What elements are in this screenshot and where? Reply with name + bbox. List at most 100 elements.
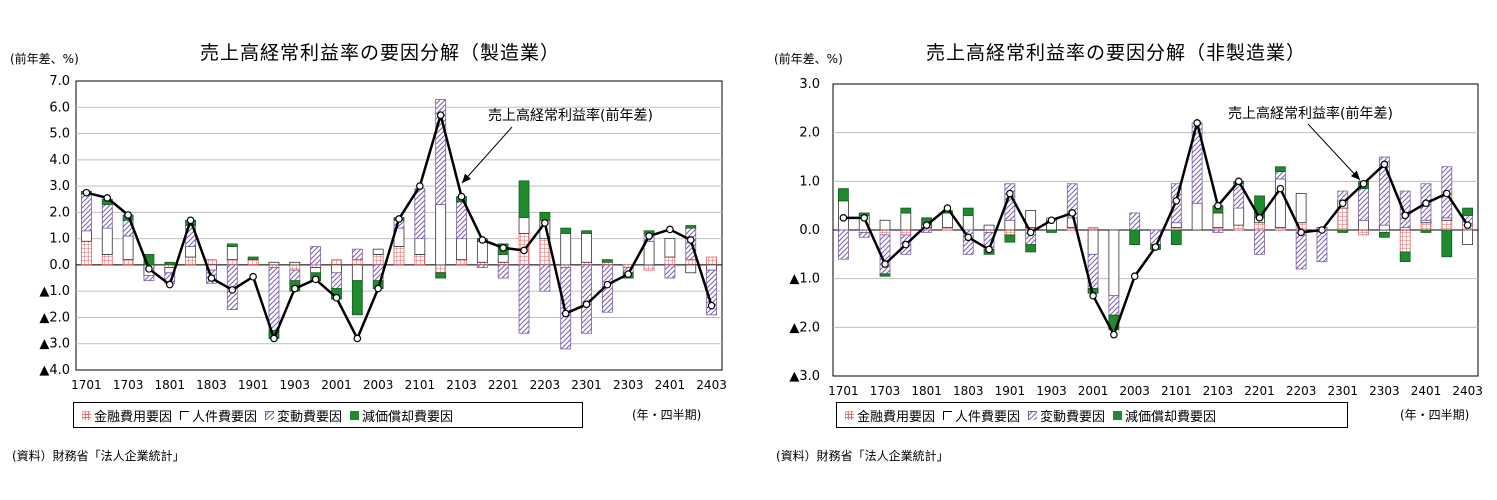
line-marker: [270, 334, 278, 343]
financial-cost-bar: [1233, 224, 1245, 231]
x-period-label: (年・四半期): [1400, 408, 1470, 422]
chart-legend: 金融費用要因 人件費要因 変動費要因 減価償却費要因: [73, 402, 583, 428]
financial-cost-bar: [1358, 229, 1369, 236]
y-tick-label: 0.0: [799, 223, 820, 238]
depreciation-bar: [1129, 229, 1141, 245]
x-tick-label: 2101: [405, 378, 436, 392]
line-marker: [457, 192, 466, 201]
y-tick-label: 4.0: [49, 153, 70, 168]
labor-cost-bar: [685, 264, 697, 274]
depreciation-bar: [560, 227, 572, 234]
financial-cost-bar: [247, 259, 259, 266]
variable-cost-bar: [1212, 229, 1224, 233]
line-marker: [1006, 189, 1014, 198]
variable-cost-bar: [858, 232, 870, 238]
x-tick-label: 2101: [1161, 384, 1192, 398]
line-marker: [1026, 228, 1035, 237]
labor-cost-bar: [497, 253, 509, 263]
variable-cost-bar: [962, 229, 974, 255]
labor-cost-bar: [1295, 193, 1307, 224]
variable-cost-bar: [1399, 190, 1411, 228]
chart-legend: 金融費用要因 人件費要因 変動費要因 減価償却費要因: [836, 402, 1348, 428]
line-marker: [1422, 199, 1430, 208]
labor-cost-bar: [101, 227, 113, 255]
line-marker: [103, 194, 112, 202]
line-annotation-label: 売上高経常利益率(前年差): [1228, 105, 1393, 122]
financial-cost-bar: [351, 259, 363, 266]
x-tick-label: 1801: [155, 378, 186, 392]
labor-cost-bar: [289, 261, 301, 266]
labor-cost-bar: [900, 212, 912, 231]
financial-cost-bar: [289, 264, 301, 271]
annotation-arrow: [461, 126, 513, 184]
labor-cost-bar: [664, 238, 676, 258]
financial-cost-bar: [414, 253, 426, 266]
x-tick-label: 1803: [953, 384, 984, 398]
line-marker: [353, 334, 362, 343]
variable-cost-bar: [581, 264, 592, 334]
y-tick-label: 1.0: [799, 174, 820, 189]
line-marker: [124, 211, 132, 219]
financial-cost-bar: [1004, 229, 1016, 236]
financial-cost-bar: [101, 253, 113, 266]
hatched-swatch-icon: [1028, 410, 1038, 420]
depreciation-bar: [226, 243, 238, 247]
variable-cost-bar: [351, 248, 363, 261]
y-tick-label: 5.0: [49, 127, 70, 142]
variable-cost-bar: [1316, 229, 1328, 263]
y-tick-label: 0.0: [49, 258, 70, 273]
y-tick-label: ▲3.0: [39, 337, 70, 352]
financial-cost-bar: [879, 229, 891, 236]
y-tick-label: ▲3.0: [789, 369, 820, 384]
labor-cost-bar: [581, 232, 592, 263]
line-marker: [1234, 177, 1243, 186]
line-marker: [686, 236, 695, 244]
y-unit-label: (前年差、%): [10, 52, 79, 66]
y-tick-label: ▲2.0: [39, 310, 70, 325]
x-tick-label: 2303: [613, 378, 644, 392]
line-marker: [186, 216, 195, 225]
x-tick-label: 2401: [1411, 384, 1442, 398]
line-marker: [165, 280, 174, 289]
depreciation-bar: [1441, 229, 1453, 258]
x-tick-label: 1801: [911, 384, 942, 398]
hatched-swatch-icon: [265, 410, 275, 420]
labor-cost-bar: [879, 219, 891, 231]
manufacturing-plot: 7.0 6.0 5.0 4.0 3.0 2.0 1.0 0.0 ▲1.0 ▲2.0 ▲3.0 ▲4.0…: [39, 74, 727, 392]
line-marker: [1068, 209, 1077, 217]
depreciation-bar: [601, 259, 613, 263]
legend-label: 金融費用要因: [94, 409, 173, 425]
depreciation-bar: [1462, 207, 1473, 216]
financial-cost-bar: [706, 256, 717, 266]
x-tick-label: 2103: [1203, 384, 1234, 398]
variable-cost-bar: [1358, 188, 1369, 221]
line-marker: [1442, 189, 1451, 198]
y-tick-label: 3.0: [799, 77, 820, 92]
variable-cost-bar: [81, 193, 92, 232]
variable-cost-bar: [1108, 295, 1120, 316]
labor-cost-bar: [122, 235, 134, 261]
line-marker: [249, 272, 257, 281]
source-note: (資料）財務省「法人企業統計」: [776, 449, 949, 463]
labor-cost-bar: [1233, 207, 1245, 226]
x-tick-label: 1901: [995, 384, 1026, 398]
labor-cost-bar: [351, 264, 363, 282]
line-marker: [1255, 214, 1264, 222]
line-marker: [416, 182, 424, 190]
plot-area-frame: [75, 80, 723, 371]
line-marker: [82, 188, 91, 197]
line-marker: [1297, 228, 1305, 237]
line-marker: [291, 284, 299, 293]
depreciation-bar: [351, 280, 363, 316]
financial-cost-bar: [456, 259, 467, 266]
x-tick-label: 2003: [363, 378, 394, 392]
variable-cost-bar: [664, 264, 676, 279]
x-tick-label: 1903: [1036, 384, 1067, 398]
financial-cost-bar: [1337, 207, 1349, 231]
variable-cost-bar: [1254, 229, 1265, 255]
chart-title: 売上高経常利益率の要因分解（非製造業）: [926, 42, 1307, 64]
financial-cost-bar: [643, 264, 655, 271]
financial-cost-bar: [393, 246, 405, 266]
legend-label: 金融費用要因: [857, 409, 936, 425]
variable-cost-bar: [921, 229, 933, 233]
